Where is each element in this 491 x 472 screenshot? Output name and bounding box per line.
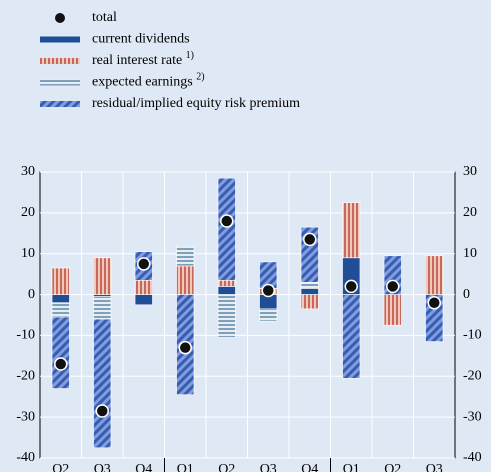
bar-segment [93,296,112,320]
y-tick-label: 20 [21,205,35,220]
legend-swatch [40,79,80,86]
y-tick-label: -10 [16,328,35,343]
x-tick-label: Q2 [218,462,235,472]
bar-segment [383,294,402,326]
legend-swatch [40,101,80,107]
total-marker [386,279,400,294]
bar-segment [259,308,278,322]
total-marker [344,279,358,294]
bar-segment [51,294,70,304]
bar-segment [425,255,444,295]
bar-segment [51,316,70,389]
y-tick-label-right: 0 [463,287,470,302]
bar-segment [300,282,319,289]
y-tick-label: -40 [16,450,35,465]
y-tick-label: -30 [16,409,35,424]
x-tick-label: Q4 [301,462,318,472]
x-tick-label: Q3 [260,462,277,472]
legend-name: expected earnings [92,75,193,90]
bar-segment [300,294,319,310]
legend-name: current dividends [92,32,190,47]
bar-segment [134,294,153,306]
total-marker [220,214,234,228]
legend-name: real interest rate [92,53,182,68]
y-tick-label-right: -20 [463,369,482,384]
legend-swatch [40,36,80,43]
bar-segment [342,202,361,259]
y-tick-label-right: 20 [463,205,477,220]
total-marker [178,340,192,355]
x-tick-label: Q1 [343,462,360,472]
legend-label: current dividends [92,32,190,47]
y-tick-label-right: 30 [463,164,477,179]
legend-label: total [92,10,117,25]
legend-footnote: 1) [186,50,194,61]
y-tick-label: -20 [16,369,35,384]
legend-label: expected earnings 2) [92,72,205,90]
total-marker [137,257,151,271]
bar-segment [217,177,236,281]
x-tick-label: Q2 [52,462,69,472]
total-marker [303,232,317,247]
bar-segment [93,257,112,295]
legend-label: real interest rate 1) [92,50,194,68]
legend-marker [55,13,65,23]
y-tick-label: 10 [21,246,35,261]
bar-segment [342,294,361,379]
total-marker [95,404,109,418]
bar-segment [93,318,112,449]
bar-segment [134,279,153,295]
legend-name: residual/implied equity risk premium [92,96,300,111]
y-tick-label-right: -10 [463,328,482,343]
y-tick-label: 0 [28,287,35,302]
x-tick-label: Q3 [426,462,443,472]
y-tick-label-right: -30 [463,409,482,424]
bar-segment [300,288,319,295]
y-tick-label: 30 [21,164,35,179]
total-marker [261,283,275,298]
bar-segment [51,267,70,295]
x-tick-label: Q4 [135,462,152,472]
bar-segment [217,294,236,338]
bar-segment [93,294,112,297]
bar-segment [176,245,195,267]
total-marker [427,295,441,310]
total-marker [54,357,68,371]
x-tick-label: Q3 [94,462,111,472]
y-tick-label-right: 10 [463,246,477,261]
x-tick-label: Q2 [384,462,401,472]
legend-label: residual/implied equity risk premium [92,96,300,111]
legend-swatch [40,58,80,64]
legend-footnote: 2) [196,72,204,83]
bar-segment [176,265,195,295]
x-tick-label: Q1 [177,462,194,472]
bar-segment [217,279,236,287]
bar-segment [51,302,70,318]
bar-segment [217,286,236,295]
y-tick-label-right: -40 [463,450,482,465]
